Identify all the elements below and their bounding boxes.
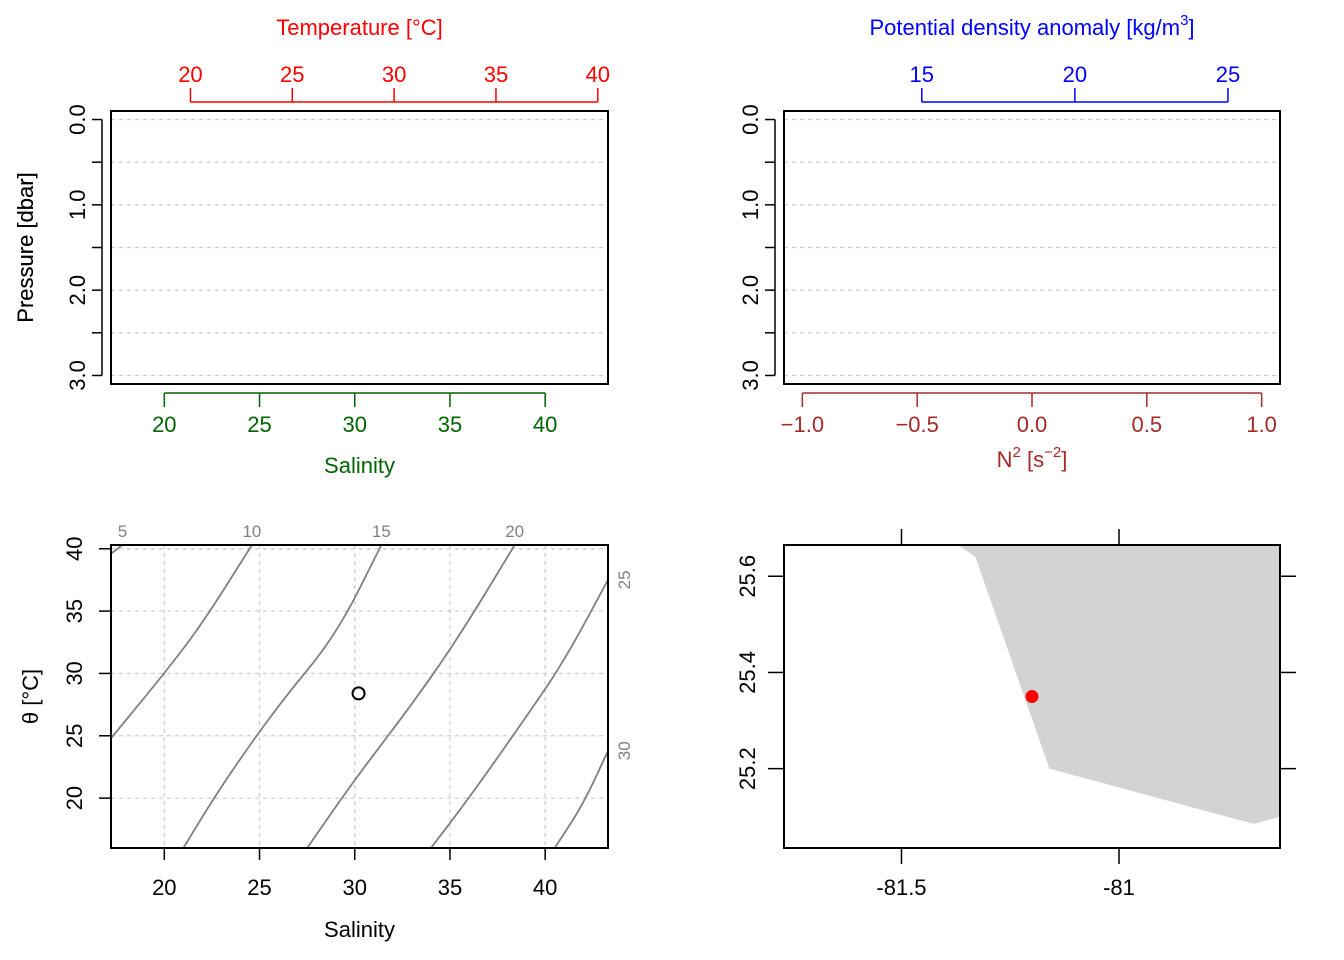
top-axis-tick-label: 25 [280,62,304,87]
bottom-axis-title-mid: [s [1021,447,1044,472]
y-axis-tick-label: 25.6 [735,555,760,598]
left-axis-label: Pressure [dbar] [13,172,38,322]
plot-frame [783,110,1281,385]
y-axis-tick-label: 25.4 [735,651,760,694]
bottom-axis-tick-label: 1.0 [1246,412,1277,437]
station-marker [1025,690,1039,703]
density-contour [182,545,383,848]
bottom-axis-tick-label: 40 [533,412,557,437]
top-axis-title-sup: 3 [1180,12,1188,29]
bottom-axis-title-sup: 2 [1013,444,1021,461]
bottom-axis-title: N2 [s−2] [997,444,1068,472]
bottom-axis-tick-label: −1.0 [781,412,824,437]
bottom-axis-tick-label: 30 [342,412,366,437]
y-axis-tick-label: 25 [62,724,87,748]
bottom-axis-tick-label: 35 [438,412,462,437]
bottom-axis-title-end: ] [1061,447,1067,472]
top-axis-title: Temperature [°C] [276,15,443,40]
density-contour-label: 10 [242,522,261,541]
left-axis-tick-label: 1.0 [738,190,763,221]
y-axis-tick-label: 40 [62,536,87,560]
density-contour-label: 20 [505,522,524,541]
density-contour-label: 5 [118,522,127,541]
y-axis-title: θ [°C] [18,669,43,724]
plot-frame [110,544,609,849]
x-axis-tick-label: 35 [438,875,462,900]
x-axis-tick-label: 20 [152,875,176,900]
y-axis-tick-label: 25.2 [735,747,760,790]
bottom-axis-title-text: N [997,447,1013,472]
top-axis-tick-label: 20 [1063,62,1087,87]
bottom-axis-title: Salinity [324,453,395,478]
bottom-axis-tick-label: 0.0 [1017,412,1048,437]
top-axis-tick-label: 40 [586,62,610,87]
x-axis-tick-label: 30 [342,875,366,900]
density-contour [111,545,253,739]
density-contour-label: 30 [615,741,634,760]
top-axis-tick-label: 35 [484,62,508,87]
left-axis-tick-label: 3.0 [738,360,763,391]
bottom-axis-tick-label: −0.5 [895,412,938,437]
top-axis-title-end: ] [1188,15,1194,40]
plot-frame [110,110,609,385]
x-axis-title: Salinity [324,917,395,942]
bottom-axis-tick-label: 0.5 [1132,412,1163,437]
density-contour [111,545,123,555]
bottom-axis-tick-label: 25 [247,412,271,437]
top-axis-title-text: Potential density anomaly [kg/m [869,15,1180,40]
x-axis-tick-label: -81.5 [876,875,926,900]
top-axis-tick-label: 15 [910,62,934,87]
density-contour [553,750,608,848]
data-point [351,686,366,701]
land-polygon [958,545,1280,824]
plot-frame [783,544,1281,849]
density-contour-label: 25 [615,570,634,589]
density-contour-label: 15 [372,522,391,541]
bottom-axis-tick-label: 20 [152,412,176,437]
left-axis-tick-label: 1.0 [65,190,90,221]
top-axis-tick-label: 20 [178,62,202,87]
density-contour [430,579,608,848]
left-axis-tick-label: 0.0 [65,104,90,135]
left-axis-tick-label: 0.0 [738,104,763,135]
top-axis-title: Potential density anomaly [kg/m3] [869,12,1194,40]
left-axis-label: Pressure [dbar] [13,172,38,322]
left-axis-tick-label: 2.0 [65,275,90,306]
left-axis-tick-label: 2.0 [738,275,763,306]
y-axis-tick-label: 20 [62,786,87,810]
x-axis-tick-label: 25 [247,875,271,900]
left-axis-tick-label: 3.0 [65,360,90,391]
y-axis-tick-label: 35 [62,599,87,623]
top-axis-tick-label: 25 [1216,62,1240,87]
bottom-axis-title-sup: −2 [1044,444,1061,461]
x-axis-tick-label: -81 [1103,875,1135,900]
top-axis-tick-label: 30 [382,62,406,87]
x-axis-tick-label: 40 [533,875,557,900]
y-axis-tick-label: 30 [62,661,87,685]
density-contour [306,545,516,848]
